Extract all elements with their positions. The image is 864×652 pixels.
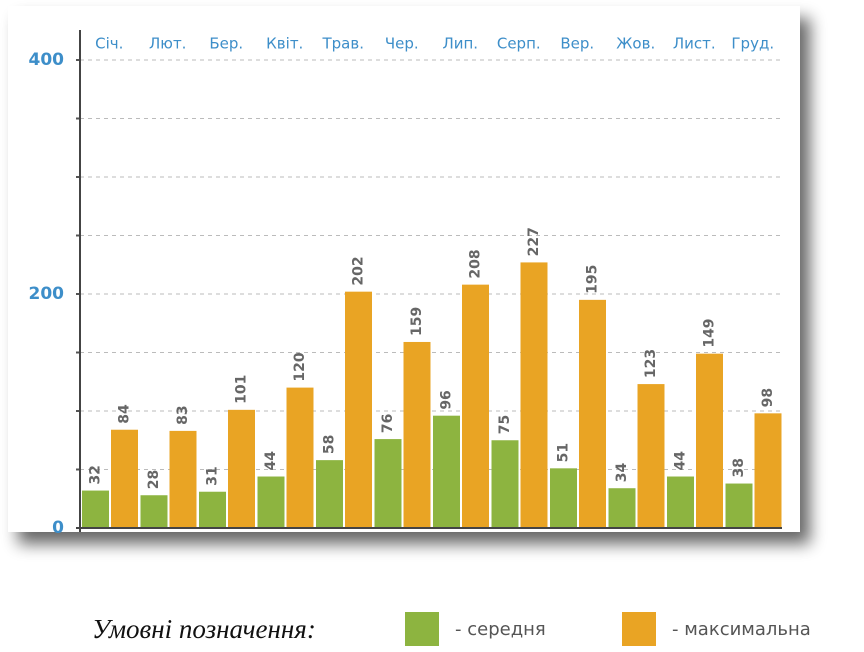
x-tick-label: Квіт.	[266, 35, 303, 53]
value-label: 38	[731, 458, 747, 477]
value-label: 31	[205, 466, 221, 485]
x-tick-label: Серп.	[497, 35, 541, 53]
bar	[257, 476, 285, 528]
bar	[462, 284, 489, 528]
value-label: 159	[409, 307, 425, 336]
value-label: 32	[88, 465, 104, 484]
value-label: 96	[439, 390, 455, 409]
value-label: 98	[760, 388, 776, 407]
bar	[725, 483, 753, 528]
value-label: 123	[643, 349, 659, 378]
bar	[637, 384, 665, 528]
bar	[403, 341, 431, 528]
x-tick-label: Жов.	[616, 35, 655, 53]
bar	[111, 429, 138, 528]
bar	[169, 430, 197, 528]
bar	[140, 495, 168, 528]
value-label: 51	[556, 443, 572, 462]
value-label: 28	[146, 470, 162, 489]
bar	[520, 262, 548, 528]
bar	[608, 488, 636, 528]
y-tick-label: 200	[29, 284, 65, 304]
bar	[374, 439, 402, 528]
bar	[199, 491, 226, 528]
legend-title: Умовні позначення:	[92, 614, 316, 644]
value-label: 202	[351, 256, 367, 285]
legend-label: - максимальна	[672, 619, 811, 640]
x-tick-label: Трав.	[322, 35, 364, 53]
bar	[667, 476, 694, 528]
x-tick-label: Лист.	[673, 35, 716, 53]
value-label: 84	[117, 404, 133, 424]
bar	[696, 353, 723, 528]
value-label: 149	[702, 318, 718, 347]
x-tick-label: Лип.	[442, 35, 478, 53]
value-label: 58	[322, 435, 338, 454]
x-tick-label: Чер.	[385, 35, 419, 53]
value-label: 120	[292, 352, 308, 381]
legend-label: - середня	[455, 619, 546, 640]
bar	[316, 460, 343, 528]
legend-swatch	[405, 612, 439, 646]
bar	[286, 387, 314, 528]
x-tick-label: Лют.	[149, 35, 186, 53]
bar	[433, 415, 460, 528]
x-tick-label: Вер.	[560, 35, 594, 53]
value-label: 34	[614, 462, 630, 482]
value-label: 44	[673, 451, 689, 471]
value-label: 208	[468, 249, 484, 278]
x-tick-label: Груд.	[731, 35, 774, 53]
value-label: 83	[175, 405, 191, 424]
y-tick-label: 0	[52, 518, 64, 538]
value-label: 227	[526, 227, 542, 256]
bar	[228, 409, 255, 528]
bar	[579, 299, 606, 528]
value-label: 76	[380, 414, 396, 433]
bar	[345, 291, 372, 528]
bar	[754, 413, 782, 528]
bar	[82, 490, 109, 528]
legend-swatch	[622, 612, 656, 646]
x-tick-label: Січ.	[95, 35, 123, 53]
value-label: 44	[263, 451, 279, 471]
value-label: 75	[497, 415, 513, 434]
y-tick-label: 400	[29, 50, 65, 70]
value-label: 101	[234, 375, 250, 404]
x-tick-label: Бер.	[209, 35, 243, 53]
bar	[550, 468, 577, 528]
bar	[491, 440, 519, 528]
value-label: 195	[585, 265, 601, 294]
